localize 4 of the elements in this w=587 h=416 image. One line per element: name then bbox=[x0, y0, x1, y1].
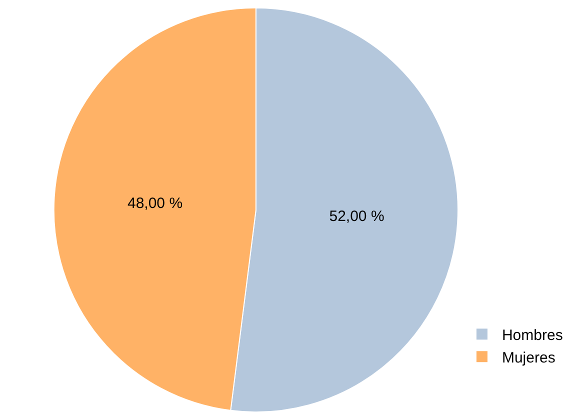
legend-label: Hombres bbox=[502, 326, 563, 344]
data-label: 52,00 % bbox=[329, 208, 384, 225]
legend-label: Mujeres bbox=[502, 349, 556, 366]
data-label: 48,00 % bbox=[127, 195, 183, 212]
